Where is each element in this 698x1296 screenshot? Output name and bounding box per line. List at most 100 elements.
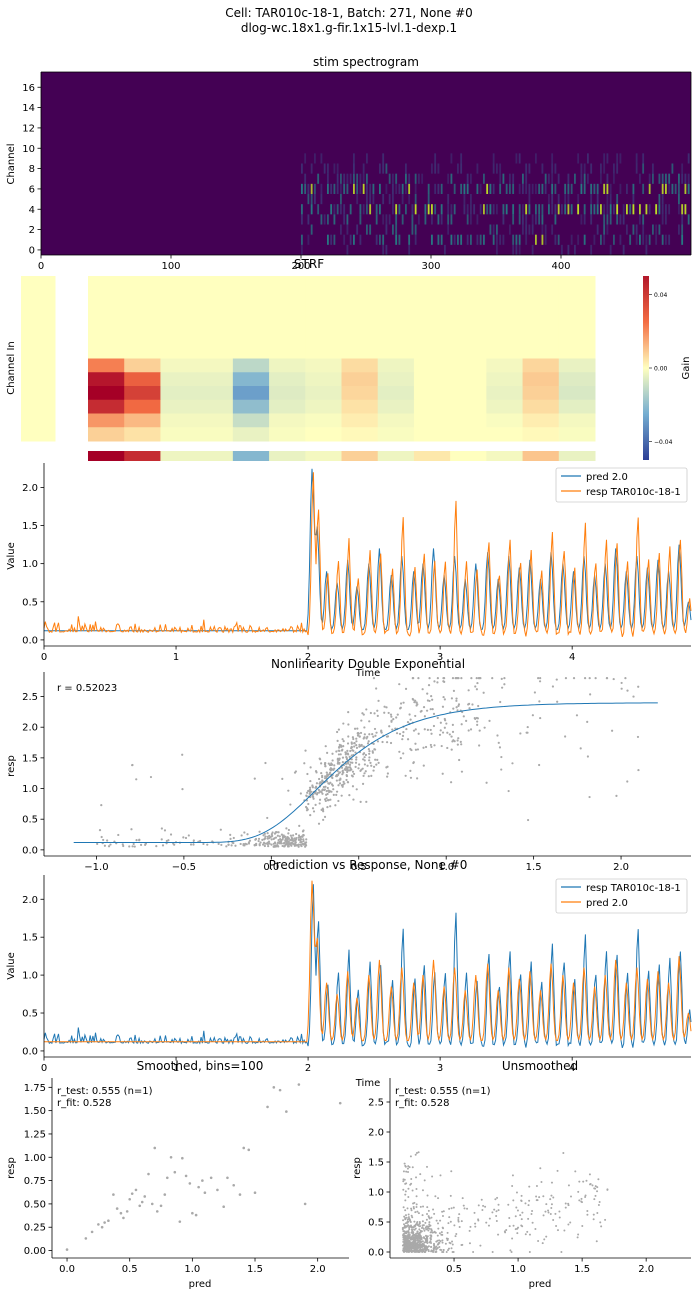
nonlinearity-point [360, 719, 363, 722]
nonlinearity-point [332, 788, 335, 791]
unsmoothed-point [437, 1227, 440, 1230]
unsmoothed-point [428, 1241, 431, 1244]
strf-cell [196, 358, 234, 373]
nonlinearity-point [500, 755, 503, 759]
stim-cell [447, 224, 450, 235]
stim-cell [317, 204, 320, 215]
nonlinearity-point [429, 743, 432, 747]
strf-colorbar-tick-label: 0.00 [654, 366, 668, 373]
nonlinearity-ytick-label: 0.5 [22, 815, 38, 826]
nonlinearity-point [428, 677, 431, 680]
nonlinearity-point [399, 707, 402, 710]
nonlinearity-point [383, 705, 386, 708]
strf-cell [450, 413, 487, 428]
stim-cell [346, 214, 349, 225]
nonlinearity-point [503, 677, 506, 680]
unsmoothed-point [567, 1223, 570, 1226]
stim-cell [671, 183, 674, 194]
unsmoothed-point [425, 1235, 428, 1238]
strf-cell [124, 358, 161, 373]
nonlinearity-point [320, 808, 323, 811]
unsmoothed-point [438, 1245, 441, 1248]
stim-cell [333, 204, 336, 215]
unsmoothed-point [542, 1195, 545, 1198]
strf-cell [269, 303, 306, 318]
unsmoothed-point [404, 1250, 407, 1253]
nonlinearity-point [455, 699, 458, 702]
unsmoothed-point [406, 1221, 409, 1224]
stim-cell [564, 194, 567, 205]
stim-cell [509, 173, 511, 184]
nonlinearity-point [345, 774, 348, 777]
nonlinearity-point [475, 688, 478, 691]
stim-cell [336, 173, 339, 184]
nonlinearity-point [264, 842, 267, 845]
strf-cell [160, 317, 198, 332]
smoothed-annotation-rfit: r_fit: 0.528 [57, 1098, 112, 1109]
stim-cell [652, 163, 654, 174]
nonlinearity-point [367, 740, 370, 743]
nonlinearity-point [246, 833, 249, 836]
stim-cell [369, 224, 372, 235]
nonlinearity-point [374, 748, 377, 751]
stim-cell [470, 234, 472, 245]
nonlinearity-point [192, 839, 195, 842]
nonlinearity-point [312, 810, 316, 813]
unsmoothed-point [562, 1151, 565, 1154]
nonlinearity-point [406, 738, 410, 741]
stim-cell [561, 244, 563, 255]
strf-cell [232, 372, 270, 387]
stim-cell [333, 163, 336, 174]
unsmoothed-point [403, 1215, 406, 1218]
nonlinearity-point [465, 719, 468, 722]
unsmoothed-point [598, 1201, 601, 1204]
nonlinearity-point [456, 739, 459, 742]
stim-cell [606, 224, 609, 235]
nonlinearity-point [337, 784, 340, 787]
stim-cell [626, 204, 628, 215]
nonlinearity-point [373, 727, 377, 731]
unsmoothed-ytick-label: 2.5 [368, 1098, 384, 1109]
nonlinearity-point [363, 772, 366, 775]
unsmoothed-point [422, 1205, 425, 1208]
unsmoothed-point [407, 1231, 410, 1234]
nonlinearity-point [414, 748, 418, 751]
nonlinearity-point [334, 804, 337, 807]
nonlinearity-point [345, 755, 348, 759]
strf-cell [341, 399, 379, 414]
nonlinearity-point [98, 828, 102, 832]
unsmoothed-point [426, 1206, 429, 1209]
nonlinearity-point [470, 677, 473, 680]
nonlinearity-point [321, 774, 324, 778]
unsmoothed-point [555, 1225, 558, 1228]
smoothed-ytick-label: 0.50 [24, 1199, 46, 1210]
unsmoothed-point [558, 1216, 561, 1219]
unsmoothed-point [487, 1224, 490, 1227]
strf-cell [486, 331, 524, 346]
strf-cell [486, 413, 524, 428]
stim-cell [629, 204, 632, 215]
stim-cell [518, 183, 521, 194]
stim-cell [359, 183, 362, 194]
unsmoothed-point [463, 1207, 466, 1210]
stim-cell [301, 214, 303, 225]
unsmoothed-point [541, 1242, 544, 1245]
nonlinearity-point [396, 713, 399, 716]
stim-cell [665, 214, 667, 225]
stim-cell [496, 163, 498, 174]
stim-cell [375, 214, 378, 225]
smoothed-point [150, 1202, 154, 1206]
nonlinearity-point [430, 694, 433, 698]
stim-cell [603, 204, 606, 215]
stim-cell [401, 194, 404, 205]
stim-cell [583, 214, 586, 225]
stim-cell [544, 183, 547, 194]
stim-cell [301, 163, 303, 174]
nonlinearity-point [264, 761, 267, 765]
strf-cell [341, 317, 379, 332]
smoothed-ytick-label: 1.50 [24, 1106, 46, 1117]
stim-cell [460, 234, 463, 245]
stim-cell [366, 194, 368, 205]
nonlinearity-point [443, 680, 446, 683]
stim-cell [577, 153, 580, 164]
